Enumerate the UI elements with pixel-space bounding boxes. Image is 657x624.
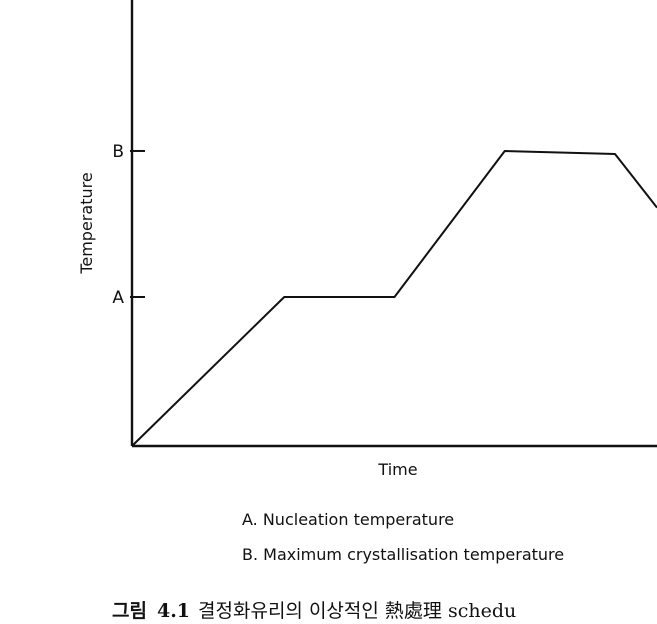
legend-entry-b: B. Maximum crystallisation temperature xyxy=(242,545,565,564)
series-line-0 xyxy=(131,149,657,447)
y-axis-label: Temperature xyxy=(77,172,96,274)
chart-axes xyxy=(130,0,657,448)
caption-number: 4.1 xyxy=(156,600,191,622)
x-axis-label: Time xyxy=(377,460,417,479)
y-tick-label-b: B xyxy=(112,142,124,162)
caption-label: 그림 xyxy=(112,600,147,622)
series-group xyxy=(131,149,657,447)
y-tick-label-a: A xyxy=(112,288,124,308)
caption-text: 결정화유리의 이상적인 熱處理 schedu xyxy=(198,600,517,622)
legend-entry-a: A. Nucleation temperature xyxy=(242,510,455,529)
figure-caption: 그림 4.1 결정화유리의 이상적인 熱處理 schedu xyxy=(112,596,516,623)
